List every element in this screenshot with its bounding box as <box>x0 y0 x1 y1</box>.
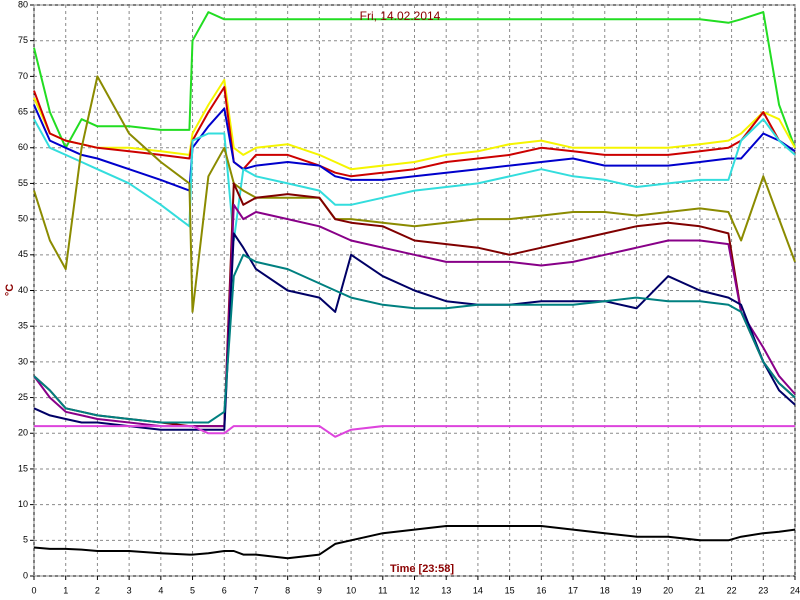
x-tick-label: 4 <box>158 585 163 595</box>
y-tick-label: 0 <box>23 570 28 580</box>
x-tick-label: 15 <box>505 585 515 595</box>
y-tick-label: 40 <box>18 285 28 295</box>
x-tick-label: 21 <box>695 585 705 595</box>
series-line <box>33 104 796 192</box>
series-line <box>34 425 795 438</box>
series-line <box>33 86 796 178</box>
x-tick-label: 24 <box>790 585 800 595</box>
grid <box>30 4 796 580</box>
series-line <box>33 78 796 171</box>
x-tick-label: 6 <box>222 585 227 595</box>
y-tick-label: 65 <box>18 106 28 116</box>
x-tick-label: 20 <box>663 585 673 595</box>
x-tick-label: 2 <box>95 585 100 595</box>
y-tick-label: 75 <box>18 35 28 45</box>
series-line <box>33 203 796 428</box>
chart-title: Fri, 14.02.2014 <box>360 9 441 23</box>
series-line <box>33 118 796 242</box>
y-axis-label: °C <box>4 284 16 296</box>
x-tick-label: 22 <box>727 585 737 595</box>
y-tick-label: 35 <box>18 321 28 331</box>
y-tick-label: 70 <box>18 71 28 81</box>
x-tick-label: 7 <box>253 585 258 595</box>
x-tick-label: 5 <box>190 585 195 595</box>
x-tick-label: 0 <box>31 585 36 595</box>
x-axis-label: Time [23:58] <box>390 563 454 575</box>
series-line <box>33 11 796 149</box>
series-line <box>33 232 796 431</box>
lines <box>33 11 796 560</box>
y-tick-label: 55 <box>18 178 28 188</box>
x-tick-label: 10 <box>346 585 356 595</box>
y-tick-label: 10 <box>18 499 28 509</box>
x-tick-label: 1 <box>63 585 68 595</box>
y-tick-label: 25 <box>18 392 28 402</box>
y-tick-label: 60 <box>18 142 28 152</box>
y-tick-label: 30 <box>18 356 28 366</box>
series-line <box>33 525 796 560</box>
x-tick-label: 8 <box>285 585 290 595</box>
y-tick-label: 5 <box>23 535 28 545</box>
x-tick-label: 3 <box>127 585 132 595</box>
x-tick-label: 13 <box>441 585 451 595</box>
x-tick-label: 19 <box>631 585 641 595</box>
y-tick-label: 80 <box>18 0 28 9</box>
x-tick-label: 11 <box>378 585 387 595</box>
y-tick-label: 15 <box>18 463 28 473</box>
y-tick-label: 50 <box>18 214 28 224</box>
y-tick-label: 20 <box>18 428 28 438</box>
x-tick-label: 14 <box>473 585 483 595</box>
x-tick-label: 17 <box>568 585 578 595</box>
x-tick-label: 18 <box>600 585 610 595</box>
y-tick-label: 45 <box>18 249 28 259</box>
x-tick-label: 9 <box>317 585 322 595</box>
series-line <box>33 253 796 424</box>
x-tick-label: 12 <box>409 585 419 595</box>
x-tick-label: 16 <box>536 585 546 595</box>
x-tick-label: 23 <box>758 585 768 595</box>
series-line <box>33 75 796 313</box>
